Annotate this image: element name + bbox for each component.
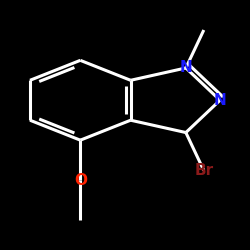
Text: N: N [180, 60, 192, 76]
Text: N: N [214, 93, 226, 108]
Text: Br: Br [194, 163, 213, 178]
Text: O: O [74, 172, 87, 188]
